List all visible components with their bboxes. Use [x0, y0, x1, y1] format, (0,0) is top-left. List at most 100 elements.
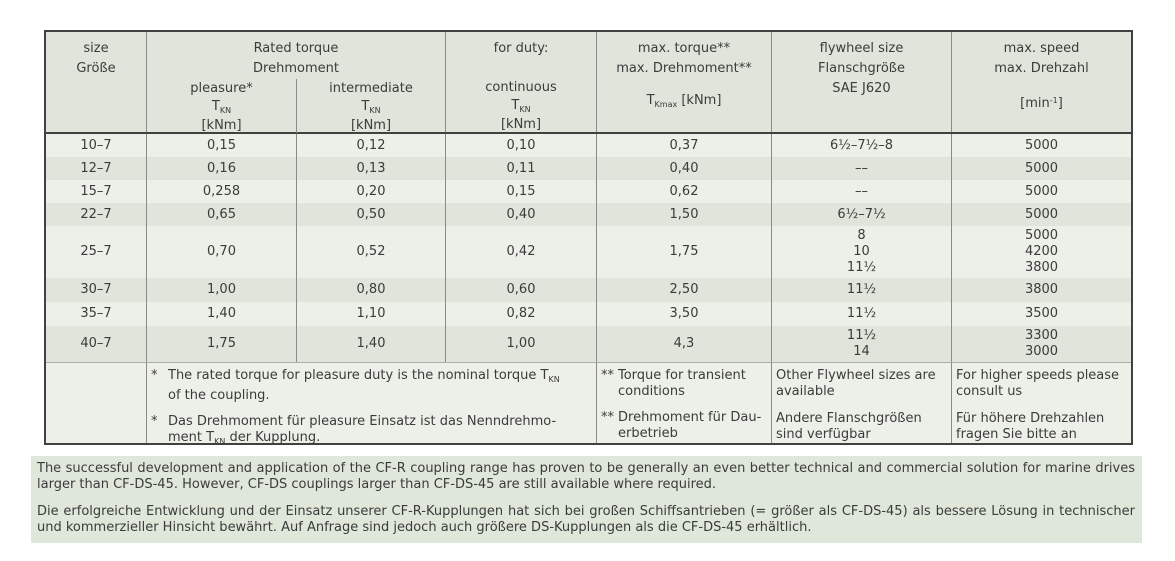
footnote-rated-en: * The rated torque for pleasure duty is … [151, 368, 560, 403]
footnote-flywheel-de: Andere Flanschgrößen sind verfügbar [776, 411, 922, 442]
col-header-max-speed: max. speed max. Drehzahl [min-1] [952, 32, 1131, 132]
continuous-torque-cell: 0,10 [446, 134, 597, 157]
pleasure-torque-cell: 0,70 [147, 226, 297, 278]
footnote-transient-en: ** Torque for transient conditions [601, 368, 746, 399]
footnote-marker: * [151, 414, 158, 429]
max-torque-cell: 1,50 [597, 203, 772, 226]
table-row: 12–7 0,16 0,13 0,11 0,40 –– 5000 [46, 157, 1131, 180]
table-row: 35–7 1,40 1,10 0,82 3,50 11½ 3500 [46, 302, 1131, 326]
footnote-rated-torque: * The rated torque for pleasure duty is … [147, 363, 597, 446]
pleasure-torque-cell: 0,258 [147, 180, 297, 203]
max-speed-cell: 5000 [1024, 160, 1059, 176]
max-speed-label-de: max. Drehzahl [994, 61, 1089, 76]
continuous-torque-cell: 0,60 [446, 278, 597, 302]
footnote-transient-torque: ** Torque for transient conditions ** Dre… [597, 363, 772, 443]
size-cell: 35–7 [46, 302, 147, 326]
note-paragraph-de: Die erfolgreiche Entwicklung und der Ein… [37, 504, 1135, 535]
pleasure-torque-cell: 0,65 [147, 203, 297, 226]
for-duty-label: for duty: [493, 41, 549, 56]
col-header-flywheel-size: flywheel size Flanschgröße SAE J620 [772, 32, 952, 132]
footnote-rated-de: * Das Drehmoment für pleasure Einsatz is… [151, 414, 556, 450]
max-torque-cell: 2,50 [597, 278, 772, 302]
min-unit: [min-1] [1020, 96, 1063, 111]
table-row: 22–7 0,65 0,50 0,40 1,50 6½–7½ 5000 [46, 203, 1131, 226]
size-label-de: Größe [76, 61, 116, 76]
tkn-symbol: TKN [511, 98, 531, 114]
intermediate-torque-cell: 0,13 [297, 157, 446, 180]
sae-standard-label: SAE J620 [832, 81, 891, 96]
intermediate-torque-cell: 1,10 [297, 302, 446, 326]
max-speed-cell: 3300 3000 [1024, 328, 1059, 359]
size-cell: 25–7 [46, 226, 147, 278]
continuous-torque-cell: 0,82 [446, 302, 597, 326]
subcol-header-intermediate: intermediate TKN [kNm] [296, 79, 445, 133]
intermediate-torque-cell: 1,40 [297, 326, 446, 362]
size-cell: 30–7 [46, 278, 147, 302]
max-torque-cell: 0,40 [597, 157, 772, 180]
max-speed-cell: 5000 [1024, 137, 1059, 153]
intermediate-torque-cell: 0,50 [297, 203, 446, 226]
size-cell: 12–7 [46, 157, 147, 180]
table-header-row: size Größe Rated torque Drehmoment pleas… [46, 32, 1131, 134]
size-cell: 40–7 [46, 326, 147, 362]
rated-torque-label-en: Rated torque [253, 41, 339, 56]
table-row: 30–7 1,00 0,80 0,60 2,50 11½ 3800 [46, 278, 1131, 302]
max-torque-cell: 1,75 [597, 226, 772, 278]
footnote-speed-de: Für höhere Drehzahlen fragen Sie bitte an [956, 411, 1105, 442]
col-header-rated-torque: Rated torque Drehmoment pleasure* TKN [k… [147, 32, 446, 133]
flywheel-size-cell: 6½–7½ [772, 203, 952, 226]
footnote-flywheel-en: Other Flywheel sizes are available [776, 368, 936, 399]
max-torque-label-en: max. torque** [637, 41, 731, 56]
pleasure-torque-cell: 1,00 [147, 278, 297, 302]
size-cell: 10–7 [46, 134, 147, 157]
max-speed-cell: 5000 4200 3800 [1024, 228, 1059, 275]
flywheel-size-cell: 8 10 11½ [772, 226, 952, 278]
footnote-marker: ** [601, 368, 614, 383]
max-speed-cell: 5000 [1024, 206, 1059, 222]
rated-torque-label-de: Drehmoment [253, 61, 339, 76]
flywheel-size-cell: 11½ [772, 302, 952, 326]
tkn-symbol: TKN [361, 99, 381, 115]
pleasure-torque-cell: 1,75 [147, 326, 297, 362]
continuous-label: continuous [485, 80, 557, 95]
note-paragraph-en: The successful development and applicati… [37, 461, 1135, 492]
footnote-flywheel: Other Flywheel sizes are available Andere… [772, 363, 952, 443]
pleasure-torque-cell: 0,15 [147, 134, 297, 157]
info-note: The successful development and applicati… [31, 456, 1142, 543]
size-label-en: size [83, 41, 109, 56]
max-torque-cell: 0,37 [597, 134, 772, 157]
subcol-header-pleasure: pleasure* TKN [kNm] [147, 79, 296, 133]
flywheel-size-cell: 6½–7½–8 [772, 134, 952, 157]
flywheel-label-de: Flanschgröße [818, 61, 905, 76]
intermediate-label: intermediate [329, 81, 413, 96]
flywheel-size-cell: –– [772, 157, 952, 180]
table-row: 15–7 0,258 0,20 0,15 0,62 –– 5000 [46, 180, 1131, 203]
footnote-speed: For higher speeds please consult us Für h… [952, 363, 1131, 443]
intermediate-torque-cell: 0,52 [297, 226, 446, 278]
coupling-spec-table: size Größe Rated torque Drehmoment pleas… [44, 30, 1133, 446]
footnote-empty-cell [46, 363, 147, 443]
pleasure-torque-cell: 1,40 [147, 302, 297, 326]
pleasure-torque-cell: 0,16 [147, 157, 297, 180]
footnote-speed-en: For higher speeds please consult us [956, 368, 1120, 399]
col-header-for-duty: for duty: continuous TKN [kNm] [446, 32, 597, 132]
size-cell: 22–7 [46, 203, 147, 226]
continuous-torque-cell: 0,40 [446, 203, 597, 226]
tkn-symbol: TKN [211, 99, 232, 115]
continuous-torque-cell: 0,42 [446, 226, 597, 278]
footnote-marker: ** [601, 410, 614, 425]
continuous-torque-cell: 1,00 [446, 326, 597, 362]
table-row: 10–7 0,15 0,12 0,10 0,37 6½–7½–8 5000 [46, 134, 1131, 157]
max-torque-cell: 4,3 [597, 326, 772, 362]
rated-torque-subcolumns: pleasure* TKN [kNm] intermediate TKN [kN… [147, 79, 445, 133]
continuous-torque-cell: 0,11 [446, 157, 597, 180]
flywheel-size-cell: 11½ 14 [772, 326, 952, 362]
table-row: 40–7 1,75 1,40 1,00 4,3 11½ 14 3300 3000 [46, 326, 1131, 362]
footnote-transient-de: ** Drehmoment für Dau-erbetrieb [601, 410, 762, 441]
knm-unit: [kNm] [201, 118, 242, 133]
max-speed-label-en: max. speed [1003, 41, 1080, 56]
max-torque-label-de: max. Drehmoment** [616, 61, 752, 76]
pleasure-label: pleasure* [190, 81, 253, 96]
knm-unit: [kNm] [500, 117, 542, 132]
